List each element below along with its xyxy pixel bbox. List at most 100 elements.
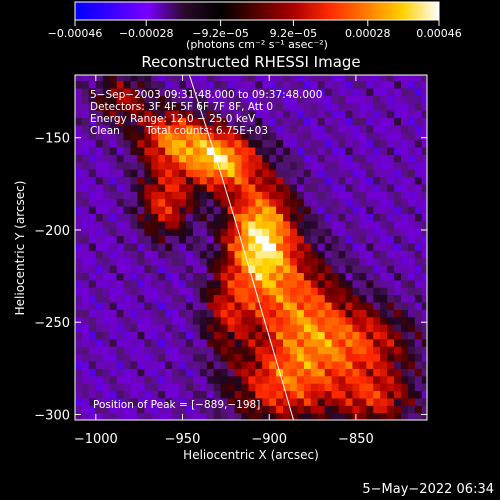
heatmap-cell: [359, 412, 367, 420]
heatmap-cell: [192, 405, 201, 414]
heatmap-cell: [116, 213, 125, 222]
heatmap-cell: [331, 102, 340, 111]
heatmap-cell: [130, 169, 139, 178]
heatmap-cell: [206, 287, 215, 296]
heatmap-cell: [130, 117, 139, 126]
heatmap-cell: [199, 331, 208, 340]
heatmap-cell: [310, 124, 319, 133]
heatmap-cell: [220, 242, 229, 251]
heatmap-cell: [206, 117, 215, 126]
heatmap-cell: [394, 324, 402, 333]
heatmap-cell: [345, 368, 354, 377]
heatmap-cell: [130, 75, 139, 82]
heatmap-cell: [241, 110, 249, 119]
heatmap-cell: [352, 124, 360, 133]
heatmap-cell: [144, 257, 152, 266]
heatmap-cell: [227, 154, 236, 163]
heatmap-cell: [227, 375, 236, 384]
heatmap-cell: [102, 338, 111, 347]
heatmap-cell: [172, 213, 180, 222]
heatmap-cell: [248, 338, 256, 347]
heatmap-cell: [172, 316, 180, 325]
heatmap-cell: [324, 257, 333, 266]
heatmap-cell: [179, 338, 187, 347]
heatmap-cell: [338, 405, 347, 414]
heatmap-cell: [234, 176, 243, 185]
heatmap-cell: [165, 75, 173, 82]
heatmap-cell: [283, 353, 291, 362]
heatmap-cell: [345, 228, 354, 237]
heatmap-cell: [75, 324, 83, 333]
heatmap-cell: [144, 324, 152, 333]
heatmap-cell: [241, 294, 249, 303]
heatmap-cell: [331, 272, 340, 281]
heatmap-cell: [394, 87, 402, 96]
heatmap-cell: [199, 279, 208, 288]
heatmap-cell: [373, 220, 381, 229]
heatmap-cell: [213, 213, 222, 222]
heatmap-cell: [199, 80, 208, 89]
heatmap-cell: [248, 390, 256, 399]
heatmap-cell: [414, 250, 423, 259]
heatmap-cell: [227, 405, 236, 414]
heatmap-cell: [75, 161, 83, 170]
heatmap-cell: [88, 146, 97, 155]
heatmap-cell: [317, 139, 326, 148]
heatmap-cell: [345, 132, 354, 141]
heatmap-cell: [144, 87, 152, 96]
heatmap-cell: [283, 110, 291, 119]
heatmap-cell: [206, 360, 215, 369]
heatmap-cell: [338, 390, 347, 399]
heatmap-cell: [234, 87, 243, 96]
heatmap-cell: [116, 405, 125, 414]
heatmap-cell: [81, 368, 90, 377]
heatmap-cell: [172, 132, 180, 141]
heatmap-cell: [95, 257, 104, 266]
heatmap-cell: [276, 412, 284, 420]
heatmap-cell: [165, 353, 173, 362]
heatmap-cell: [310, 324, 319, 333]
heatmap-cell: [262, 220, 270, 229]
heatmap-cell: [338, 183, 347, 192]
heatmap-cell: [81, 205, 90, 214]
heatmap-cell: [158, 161, 166, 170]
heatmap-cell: [380, 146, 388, 155]
heatmap-cell: [199, 368, 208, 377]
heatmap-cell: [331, 198, 340, 207]
heatmap-cell: [255, 309, 263, 318]
heatmap-cell: [276, 316, 284, 325]
heatmap-cell: [303, 80, 312, 89]
heatmap-cell: [255, 139, 263, 148]
heatmap-cell: [144, 132, 152, 141]
heatmap-cell: [81, 375, 90, 384]
heatmap-cell: [199, 235, 208, 244]
heatmap-cell: [234, 139, 243, 148]
heatmap-cell: [303, 338, 312, 347]
heatmap-cell: [241, 220, 249, 229]
heatmap-cell: [234, 301, 243, 310]
heatmap-cell: [179, 161, 187, 170]
heatmap-cell: [338, 346, 347, 355]
heatmap-cell: [206, 176, 215, 185]
heatmap-cell: [414, 301, 423, 310]
heatmap-cell: [88, 139, 97, 148]
heatmap-cell: [172, 191, 180, 200]
heatmap-cell: [172, 176, 180, 185]
heatmap-cell: [331, 279, 340, 288]
heatmap-cell: [387, 205, 395, 214]
heatmap-cell: [317, 154, 326, 163]
heatmap-cell: [269, 154, 277, 163]
heatmap-cell: [199, 316, 208, 325]
heatmap-cell: [324, 80, 333, 89]
heatmap-cell: [227, 117, 236, 126]
heatmap-cell: [227, 213, 236, 222]
heatmap-cell: [179, 316, 187, 325]
heatmap-cell: [380, 176, 388, 185]
heatmap-cell: [137, 272, 145, 281]
heatmap-cell: [394, 205, 402, 214]
heatmap-cell: [331, 397, 340, 406]
heatmap-cell: [269, 228, 277, 237]
heatmap-cell: [213, 368, 222, 377]
heatmap-cell: [269, 309, 277, 318]
heatmap-cell: [255, 383, 263, 392]
